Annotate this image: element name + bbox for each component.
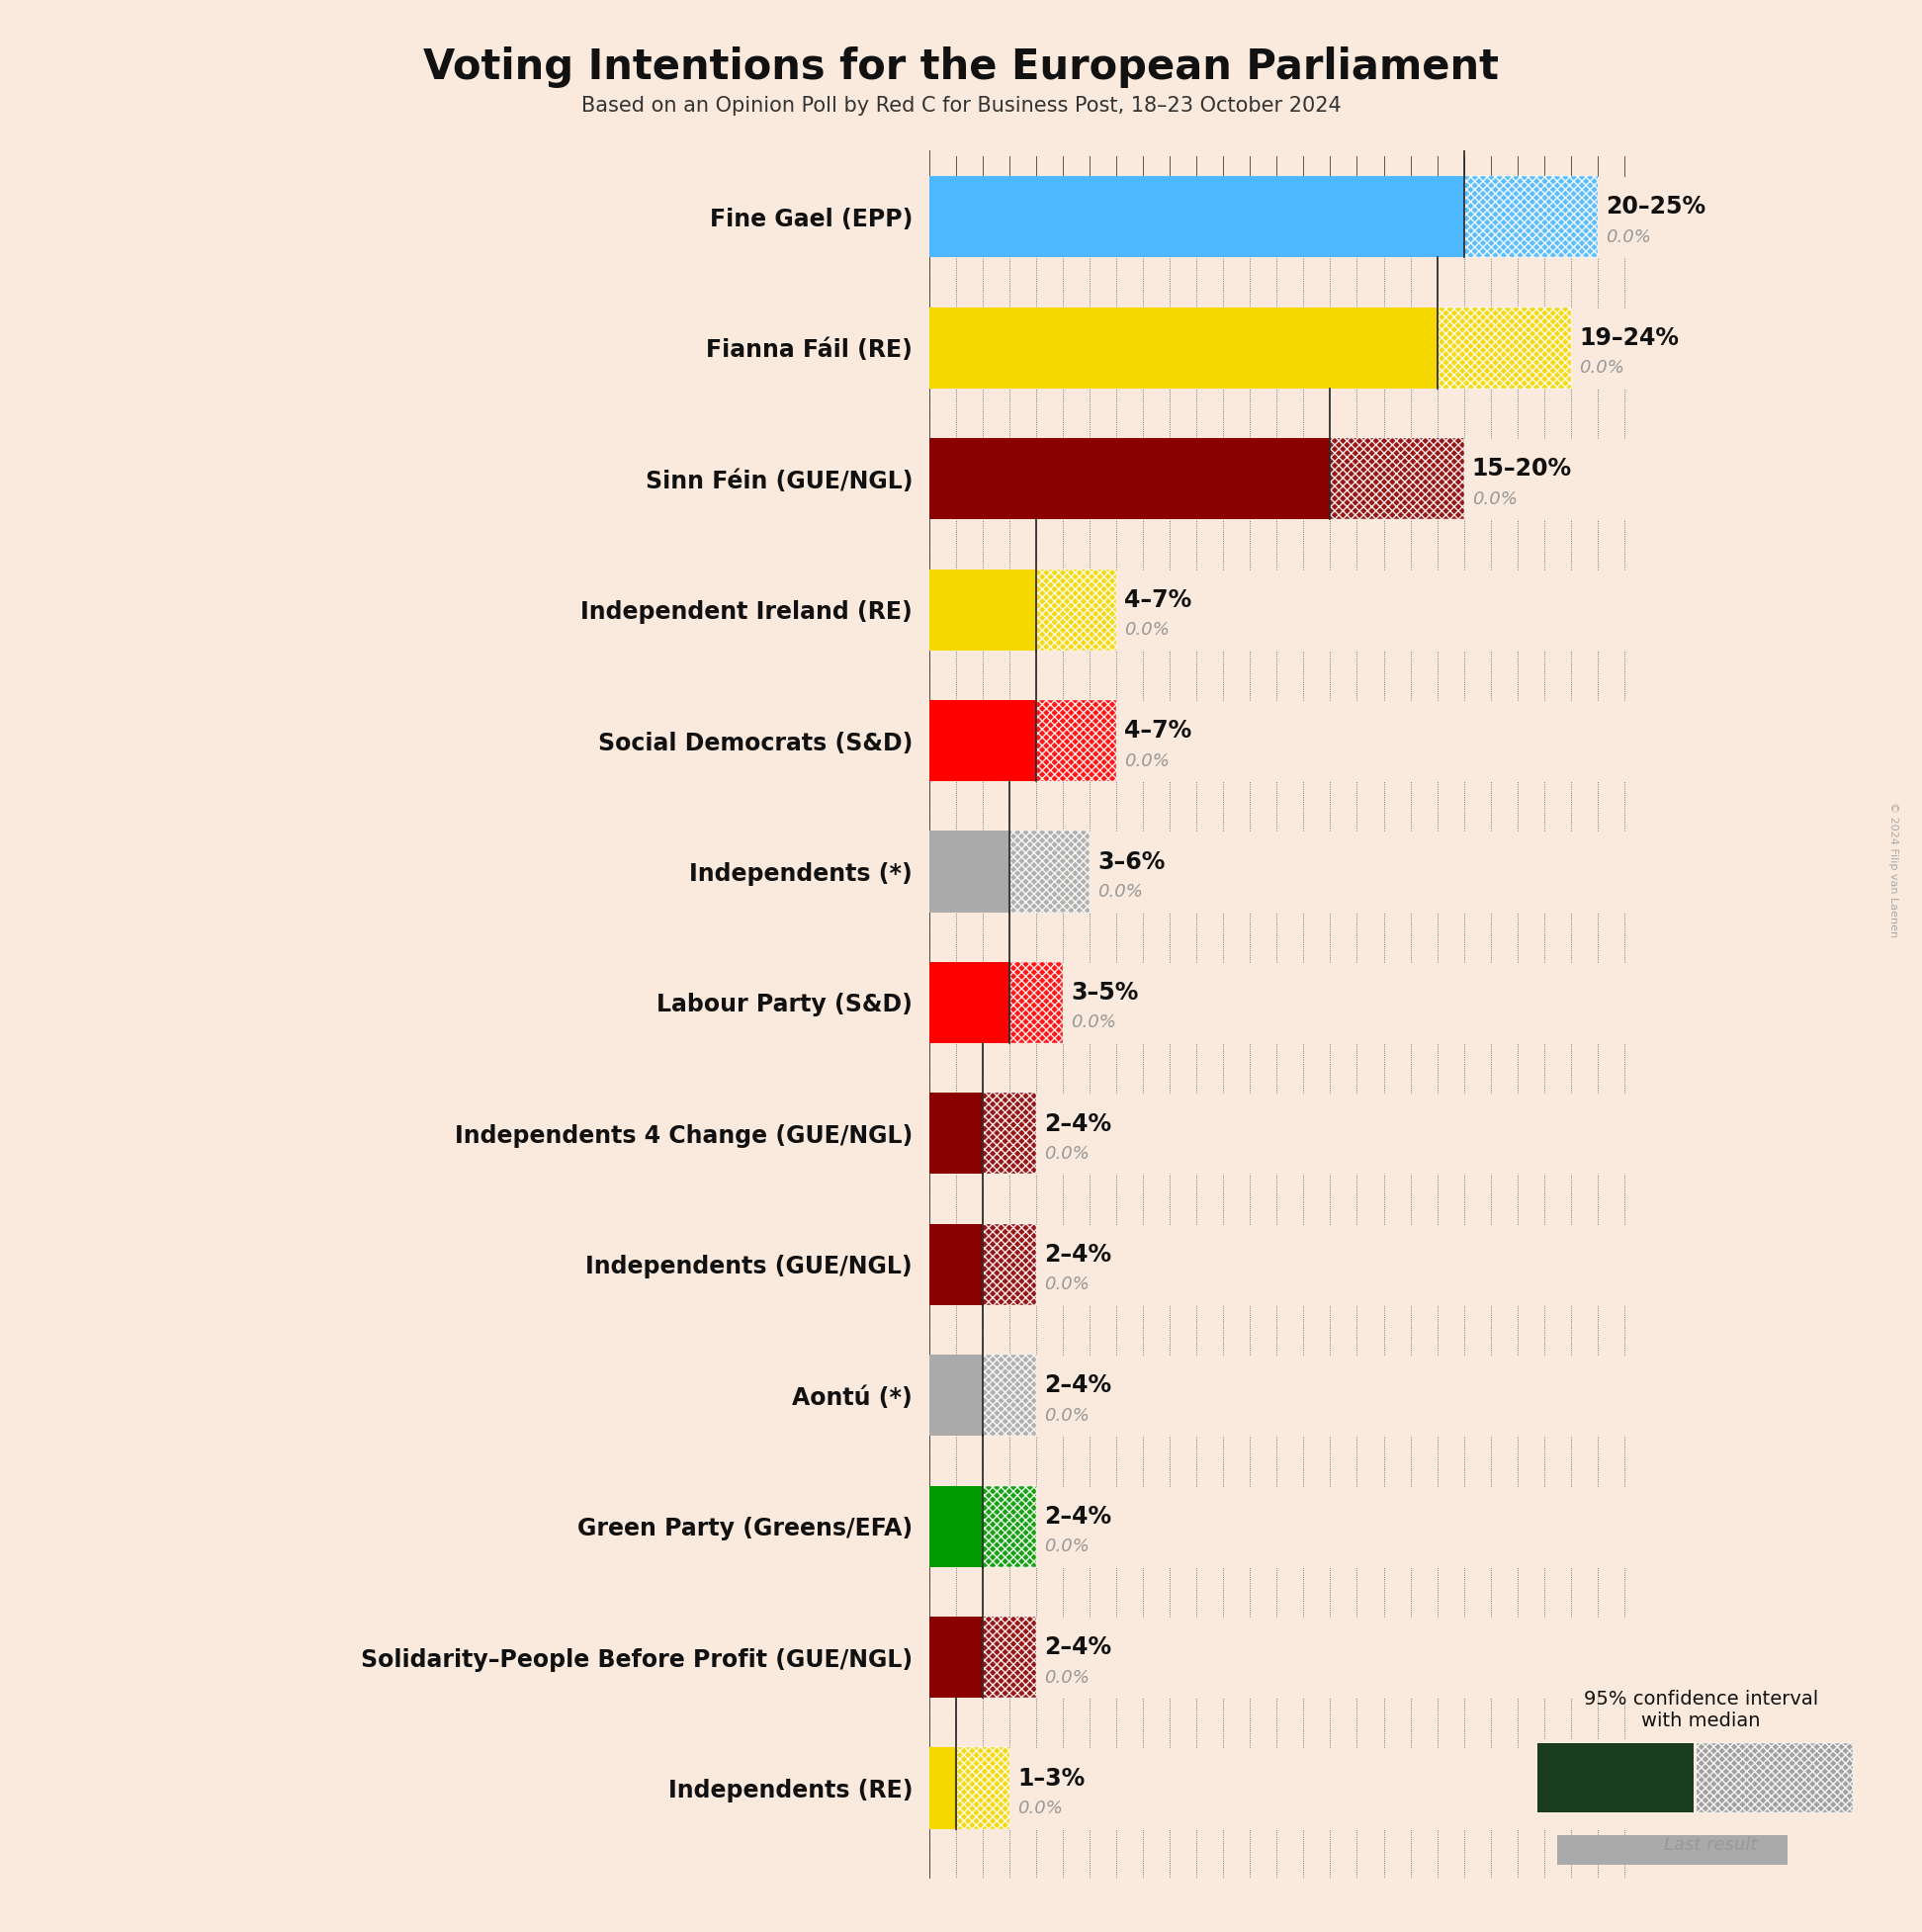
Bar [1538,1743,1693,1812]
Text: 20–25%: 20–25% [1605,195,1705,218]
Text: 15–20%: 15–20% [1472,458,1572,481]
Text: 2–4%: 2–4% [1044,1374,1111,1397]
Text: 4–7%: 4–7% [1124,719,1192,742]
Bar [982,1094,1036,1175]
Bar [1330,439,1465,520]
Text: Last result: Last result [1664,1835,1757,1855]
Text: 0.0%: 0.0% [1044,1406,1090,1424]
Text: 2–4%: 2–4% [1044,1505,1111,1528]
Bar [982,1617,1036,1698]
Bar [1465,176,1597,257]
Text: 0.0%: 0.0% [1044,1146,1090,1163]
Text: 4–7%: 4–7% [1124,587,1192,612]
Bar [1009,962,1063,1043]
Text: 0.0%: 0.0% [1044,1538,1090,1555]
Text: 0.0%: 0.0% [1578,359,1624,377]
Text: 3–6%: 3–6% [1097,850,1165,873]
Bar [928,962,1009,1043]
Bar [1697,1743,1853,1812]
Text: 0.0%: 0.0% [1124,752,1170,769]
Bar [1438,307,1570,388]
Text: 0.0%: 0.0% [1044,1669,1090,1687]
Bar [928,1223,982,1304]
Bar [928,570,1036,651]
Bar [982,1486,1036,1567]
Text: 2–4%: 2–4% [1044,1636,1111,1660]
Text: 0.0%: 0.0% [1017,1799,1063,1818]
Bar [982,1354,1036,1435]
Bar [928,307,1438,388]
Bar [928,1094,982,1175]
Text: 0.0%: 0.0% [1097,883,1144,900]
Text: 3–5%: 3–5% [1071,981,1138,1005]
Text: © 2024 Filip van Laenen: © 2024 Filip van Laenen [1887,802,1899,937]
Bar [1009,831,1090,912]
Bar [1036,699,1117,781]
Text: 2–4%: 2–4% [1044,1242,1111,1267]
Bar [982,1223,1036,1304]
Text: 0.0%: 0.0% [1071,1014,1117,1032]
Bar [928,1486,982,1567]
Bar [955,1748,1009,1830]
Text: 0.0%: 0.0% [1472,491,1516,508]
Bar [1036,570,1117,651]
Text: 2–4%: 2–4% [1044,1111,1111,1136]
Bar [928,699,1036,781]
Bar [928,1617,982,1698]
Text: 0.0%: 0.0% [1124,620,1170,639]
Text: Based on an Opinion Poll by Red C for Business Post, 18–23 October 2024: Based on an Opinion Poll by Red C for Bu… [580,97,1342,116]
Bar [928,176,1465,257]
Text: Voting Intentions for the European Parliament: Voting Intentions for the European Parli… [423,46,1499,89]
Text: 95% confidence interval
with median: 95% confidence interval with median [1584,1690,1818,1729]
Bar [928,831,1009,912]
Text: 0.0%: 0.0% [1605,228,1651,245]
Bar [928,1748,955,1830]
Text: 1–3%: 1–3% [1017,1766,1084,1791]
Text: 19–24%: 19–24% [1578,327,1678,350]
Text: 0.0%: 0.0% [1044,1275,1090,1294]
Bar [928,1354,982,1435]
Bar [928,439,1330,520]
